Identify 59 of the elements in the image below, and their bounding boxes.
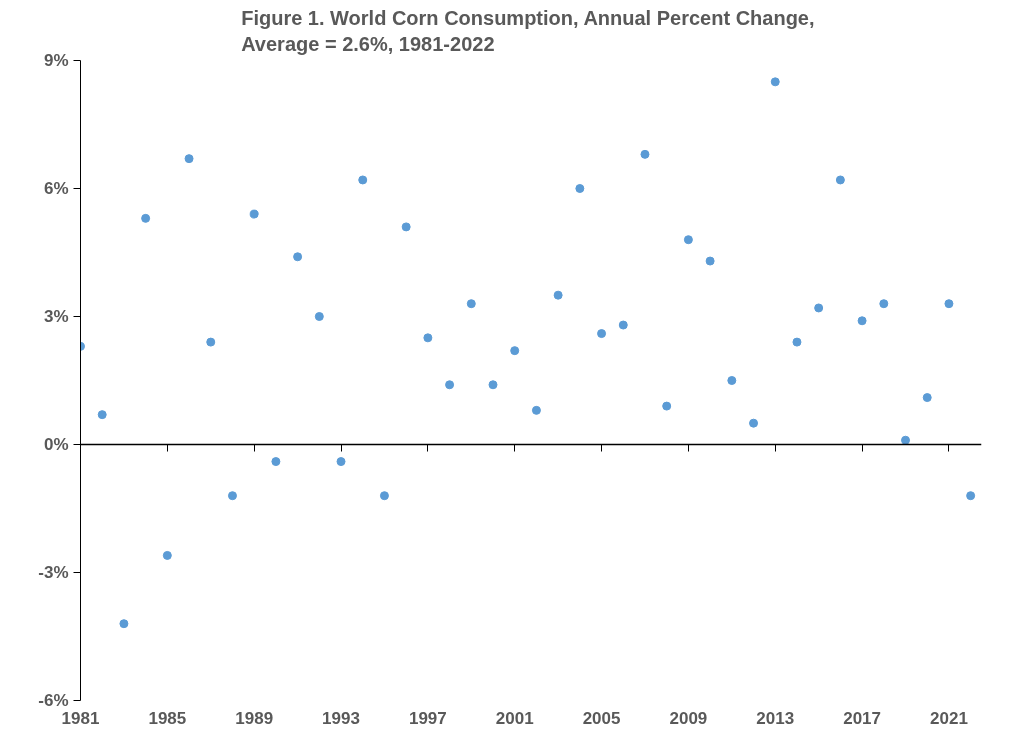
point <box>184 154 194 164</box>
x-tick-label: 2017 <box>843 708 882 728</box>
x-tick-label: 2021 <box>930 708 968 728</box>
point <box>575 184 585 193</box>
point <box>293 252 303 262</box>
point <box>531 405 541 415</box>
point <box>314 312 324 321</box>
point <box>857 316 867 326</box>
y-tick-label: -3% <box>38 563 69 582</box>
chart-title: Figure 1. World Corn Consumption, Annual Percent Change, Average = 2.6%, 1981-2022 <box>241 7 815 56</box>
point <box>162 550 172 560</box>
point <box>922 393 932 403</box>
x-tick-label: 1997 <box>408 708 447 728</box>
point <box>618 320 628 330</box>
y-tick-label: 9% <box>43 51 69 70</box>
point <box>966 491 976 501</box>
x-tick-label: 2013 <box>756 708 795 728</box>
point <box>466 299 476 309</box>
x-tick-label: 2001 <box>495 708 534 728</box>
point <box>510 346 520 356</box>
x-tick-label: 1985 <box>148 708 187 728</box>
point <box>379 491 389 501</box>
point <box>727 376 737 385</box>
point <box>249 209 259 219</box>
x-tick-label: 2005 <box>582 708 621 728</box>
y-tick-label: 0% <box>43 435 69 454</box>
point <box>749 418 759 428</box>
point <box>814 303 824 313</box>
point <box>97 410 107 420</box>
point <box>879 299 889 309</box>
point <box>141 213 151 223</box>
point <box>227 491 237 501</box>
x-tick-label: 1993 <box>322 708 360 728</box>
point <box>271 457 281 467</box>
point <box>683 235 693 245</box>
point <box>358 175 368 185</box>
x-tick-label: 1989 <box>235 708 274 728</box>
point <box>206 337 216 347</box>
point <box>662 401 672 411</box>
y-tick-label: -6% <box>38 691 69 710</box>
point <box>445 380 455 390</box>
point <box>119 619 129 629</box>
point <box>597 329 607 339</box>
y-tick-label: 6% <box>43 179 69 198</box>
point <box>835 175 845 185</box>
point <box>640 149 650 159</box>
point <box>488 380 498 390</box>
point <box>792 337 802 347</box>
point <box>770 77 780 87</box>
point <box>423 333 433 343</box>
point <box>705 256 715 266</box>
point <box>944 299 954 309</box>
point <box>336 457 346 467</box>
x-tick-label: 2009 <box>669 708 708 728</box>
point <box>901 435 911 445</box>
y-tick-label: 3% <box>43 307 69 326</box>
x-tick-label: 1981 <box>61 708 100 728</box>
point <box>401 222 411 232</box>
point <box>553 290 563 300</box>
